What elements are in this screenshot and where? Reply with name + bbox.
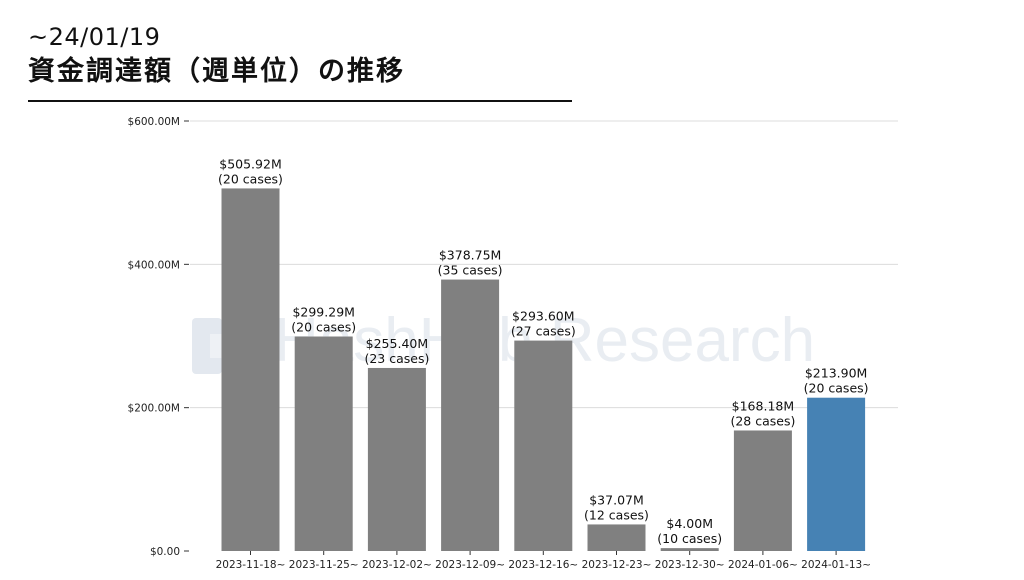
bar [733, 430, 792, 551]
bar [441, 279, 500, 551]
bar-case-label: (28 cases) [730, 413, 795, 428]
x-tick-label: 2023-12-02~ [362, 559, 432, 571]
x-tick-label: 2024-01-13~ [801, 559, 871, 571]
x-tick-label: 2023-12-30~ [655, 559, 725, 571]
page-title: 資金調達額（週単位）の推移 [28, 56, 405, 87]
x-tick-label: 2023-12-16~ [508, 559, 578, 571]
bar [587, 524, 646, 551]
bar-case-label: (20 cases) [291, 320, 356, 335]
bar-case-label: (27 cases) [511, 324, 576, 339]
bar-case-label: (20 cases) [804, 381, 869, 396]
bar-value-label: $4.00M [666, 516, 713, 531]
x-tick-label: 2023-11-25~ [289, 559, 359, 571]
bar-value-label: $378.75M [439, 248, 501, 263]
bar-value-label: $293.60M [512, 309, 574, 324]
bar [294, 336, 353, 551]
y-tick-label: $0.00 [150, 546, 180, 558]
bar [660, 548, 719, 551]
y-tick-label: $400.00M [128, 259, 180, 271]
date-range-label: ~24/01/19 [28, 23, 161, 51]
y-tick-label: $600.00M [128, 116, 180, 128]
bar-value-label: $255.40M [366, 336, 428, 351]
x-tick-label: 2023-11-18~ [216, 559, 286, 571]
y-tick-label: $200.00M [128, 403, 180, 415]
bar-case-label: (12 cases) [584, 507, 649, 522]
bar [221, 188, 280, 551]
bar [807, 397, 866, 551]
bar [367, 367, 426, 551]
x-tick-label: 2023-12-09~ [435, 559, 505, 571]
x-tick-label: 2023-12-23~ [582, 559, 652, 571]
bar-case-label: (23 cases) [364, 351, 429, 366]
title-underline [28, 100, 572, 102]
bar-case-label: (20 cases) [218, 171, 283, 186]
x-tick-label: 2024-01-06~ [728, 559, 798, 571]
bar [514, 340, 573, 551]
header: ~24/01/19 資金調達額（週単位）の推移 [28, 22, 405, 90]
bar-case-label: (35 cases) [438, 263, 503, 278]
bar-case-label: (10 cases) [657, 531, 722, 546]
bar-value-label: $505.92M [219, 156, 281, 171]
bar-value-label: $37.07M [589, 492, 644, 507]
bar-value-label: $299.29M [292, 305, 354, 320]
bar-value-label: $213.90M [805, 366, 867, 381]
bar-value-label: $168.18M [732, 398, 794, 413]
